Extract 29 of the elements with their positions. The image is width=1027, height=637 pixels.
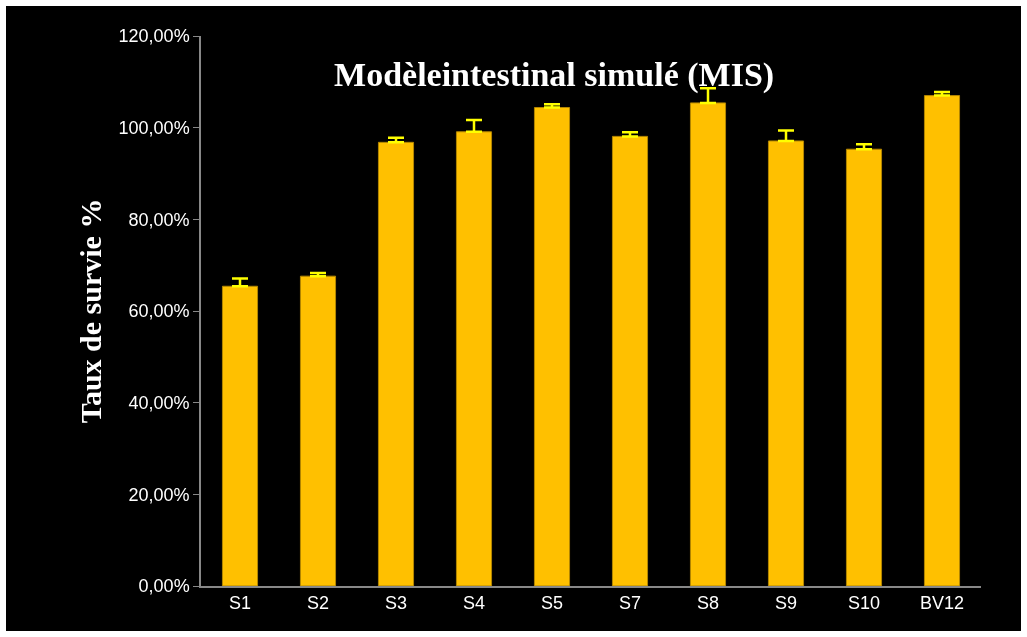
text: Modèleintestinal simulé (MIS): [334, 56, 775, 95]
bar: [299, 275, 337, 586]
x-tick-label: S9: [774, 593, 798, 614]
bar: [533, 107, 571, 586]
y-tick-label: 40,00%: [128, 392, 190, 413]
x-tick-label: BV12: [919, 593, 965, 614]
y-tick-label: 120,00%: [118, 26, 190, 47]
bar: [923, 95, 961, 586]
bar: [689, 102, 727, 586]
x-tick-label: S10: [847, 593, 881, 614]
x-tick-label: S7: [618, 593, 642, 614]
bar: [221, 285, 259, 586]
bar: [767, 140, 805, 586]
bar: [611, 135, 649, 586]
x-tick-label: S5: [540, 593, 564, 614]
y-tick-label: 100,00%: [118, 117, 190, 138]
x-tick-label: S1: [228, 593, 252, 614]
bar: [455, 131, 493, 586]
x-tick-label: S4: [462, 593, 486, 614]
y-tick-label: 20,00%: [128, 484, 190, 505]
x-tick-label: S2: [306, 593, 330, 614]
x-tick-label: S8: [696, 593, 720, 614]
y-tick-label: 80,00%: [128, 209, 190, 230]
y-tick-label: 60,00%: [128, 301, 190, 322]
x-tick-label: S3: [384, 593, 408, 614]
y-tick-label: 0,00%: [138, 576, 190, 597]
bar: [377, 141, 415, 586]
y-axis-title: Taux de survie %: [74, 198, 108, 424]
bar: [845, 148, 883, 586]
